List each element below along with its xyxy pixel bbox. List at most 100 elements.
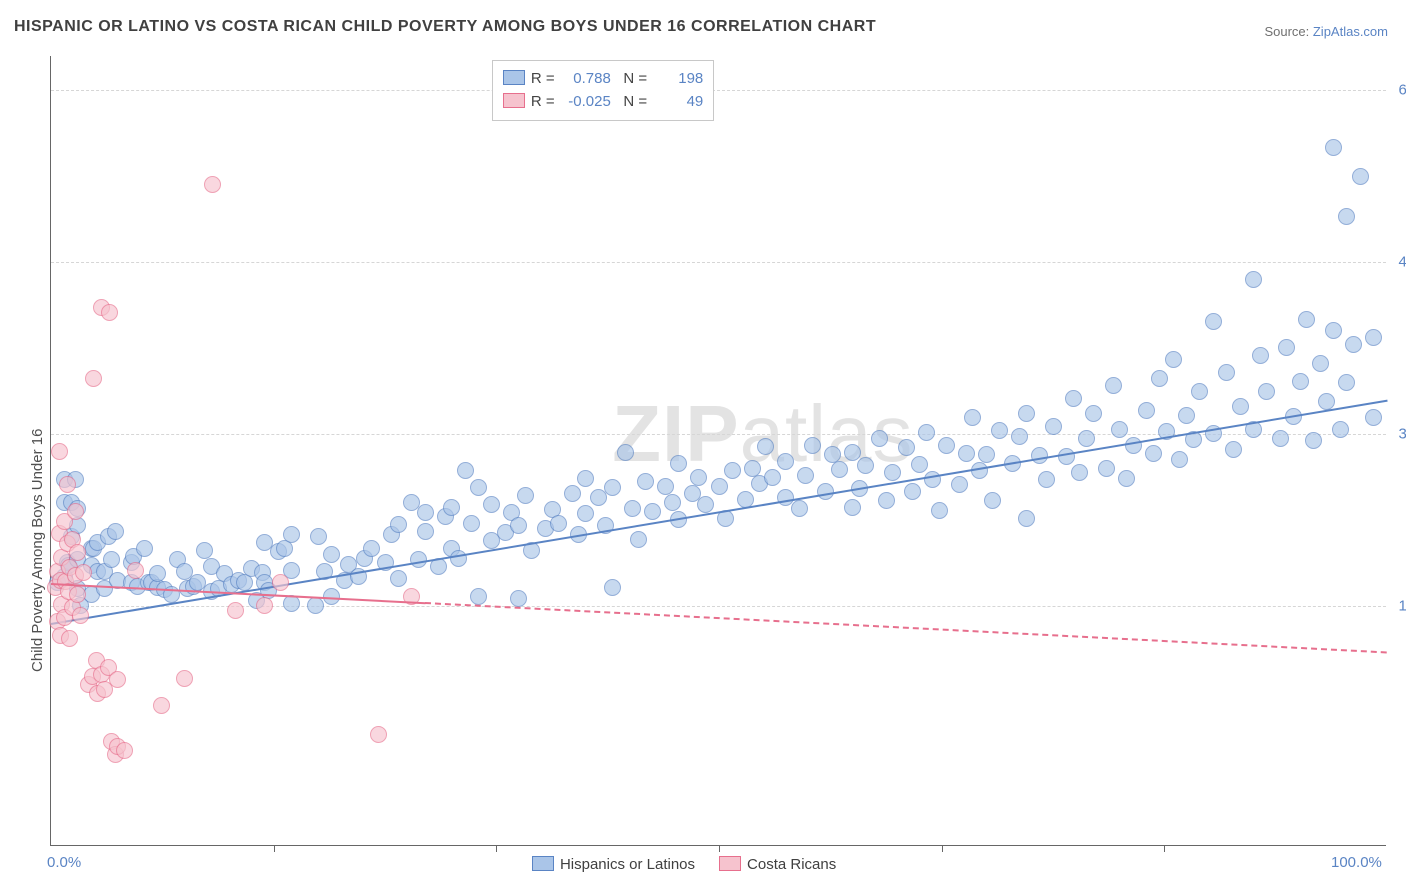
data-point — [871, 430, 888, 447]
data-point — [103, 551, 120, 568]
data-point — [517, 487, 534, 504]
data-point — [938, 437, 955, 454]
correlation-stats-box: R = 0.788 N = 198R = -0.025 N = 49 — [492, 60, 714, 121]
data-point — [844, 499, 861, 516]
chart-title: HISPANIC OR LATINO VS COSTA RICAN CHILD … — [14, 18, 876, 36]
data-point — [550, 515, 567, 532]
data-point — [1038, 471, 1055, 488]
stat-label-r: R = — [531, 93, 555, 110]
x-tick-mark — [1164, 845, 1165, 852]
data-point — [204, 176, 221, 193]
data-point — [310, 528, 327, 545]
data-point — [1338, 374, 1355, 391]
data-point — [457, 462, 474, 479]
data-point — [417, 504, 434, 521]
trend-line-extrapolated — [425, 602, 1387, 653]
data-point — [711, 478, 728, 495]
data-point — [1365, 329, 1382, 346]
legend-swatch — [719, 856, 741, 871]
data-point — [1178, 407, 1195, 424]
data-point — [1365, 409, 1382, 426]
data-point — [1171, 451, 1188, 468]
data-point — [390, 570, 407, 587]
stat-value-n: 198 — [651, 67, 703, 90]
data-point — [991, 422, 1008, 439]
stat-value-r: -0.025 — [559, 90, 611, 113]
data-point — [1125, 437, 1142, 454]
data-point — [857, 457, 874, 474]
data-point — [370, 726, 387, 743]
data-point — [153, 697, 170, 714]
data-point — [1098, 460, 1115, 477]
data-point — [307, 597, 324, 614]
data-point — [69, 586, 86, 603]
data-point — [964, 409, 981, 426]
data-point — [1312, 355, 1329, 372]
source-attribution: Source: ZipAtlas.com — [1264, 24, 1388, 39]
data-point — [878, 492, 895, 509]
data-point — [1258, 383, 1275, 400]
data-point — [1325, 139, 1342, 156]
legend-item: Hispanics or Latinos — [532, 856, 695, 873]
data-point — [470, 588, 487, 605]
data-point — [777, 453, 794, 470]
data-point — [797, 467, 814, 484]
data-point — [657, 478, 674, 495]
data-point — [1272, 430, 1289, 447]
data-point — [1118, 470, 1135, 487]
legend-label: Costa Ricans — [747, 856, 836, 873]
data-point — [1031, 447, 1048, 464]
data-point — [984, 492, 1001, 509]
data-point — [690, 469, 707, 486]
data-point — [1145, 445, 1162, 462]
data-point — [1111, 421, 1128, 438]
legend-label: Hispanics or Latinos — [560, 856, 695, 873]
data-point — [483, 496, 500, 513]
data-point — [791, 500, 808, 517]
data-point — [1058, 448, 1075, 465]
data-point — [1292, 373, 1309, 390]
data-point — [1078, 430, 1095, 447]
data-point — [664, 494, 681, 511]
data-point — [1252, 347, 1269, 364]
data-point — [227, 602, 244, 619]
data-point — [256, 597, 273, 614]
data-point — [272, 574, 289, 591]
data-point — [1345, 336, 1362, 353]
data-point — [1338, 208, 1355, 225]
data-point — [604, 579, 621, 596]
source-link[interactable]: ZipAtlas.com — [1313, 24, 1388, 39]
data-point — [1298, 311, 1315, 328]
data-point — [978, 446, 995, 463]
data-point — [577, 505, 594, 522]
data-point — [116, 742, 133, 759]
scatter-plot-area: ZIPatlas 15.0%30.0%45.0%60.0%0.0%100.0%C… — [50, 56, 1386, 846]
x-tick-mark — [496, 845, 497, 852]
data-point — [136, 540, 153, 557]
data-point — [1151, 370, 1168, 387]
data-point — [904, 483, 921, 500]
data-point — [1325, 322, 1342, 339]
data-point — [101, 304, 118, 321]
data-point — [831, 461, 848, 478]
data-point — [804, 437, 821, 454]
data-point — [390, 516, 407, 533]
y-tick-label: 30.0% — [1391, 425, 1406, 442]
data-point — [1332, 421, 1349, 438]
y-axis-label: Child Poverty Among Boys Under 16 — [29, 429, 46, 672]
source-prefix: Source: — [1264, 24, 1312, 39]
legend: Hispanics or Latinos Costa Ricans — [532, 856, 860, 873]
data-point — [463, 515, 480, 532]
data-point — [109, 671, 126, 688]
data-point — [931, 502, 948, 519]
data-point — [196, 542, 213, 559]
data-point — [51, 443, 68, 460]
data-point — [577, 470, 594, 487]
data-point — [1205, 313, 1222, 330]
gridline-h — [51, 262, 1386, 263]
stat-value-n: 49 — [651, 90, 703, 113]
stat-label-r: R = — [531, 70, 555, 87]
data-point — [724, 462, 741, 479]
data-point — [817, 483, 834, 500]
data-point — [59, 476, 76, 493]
